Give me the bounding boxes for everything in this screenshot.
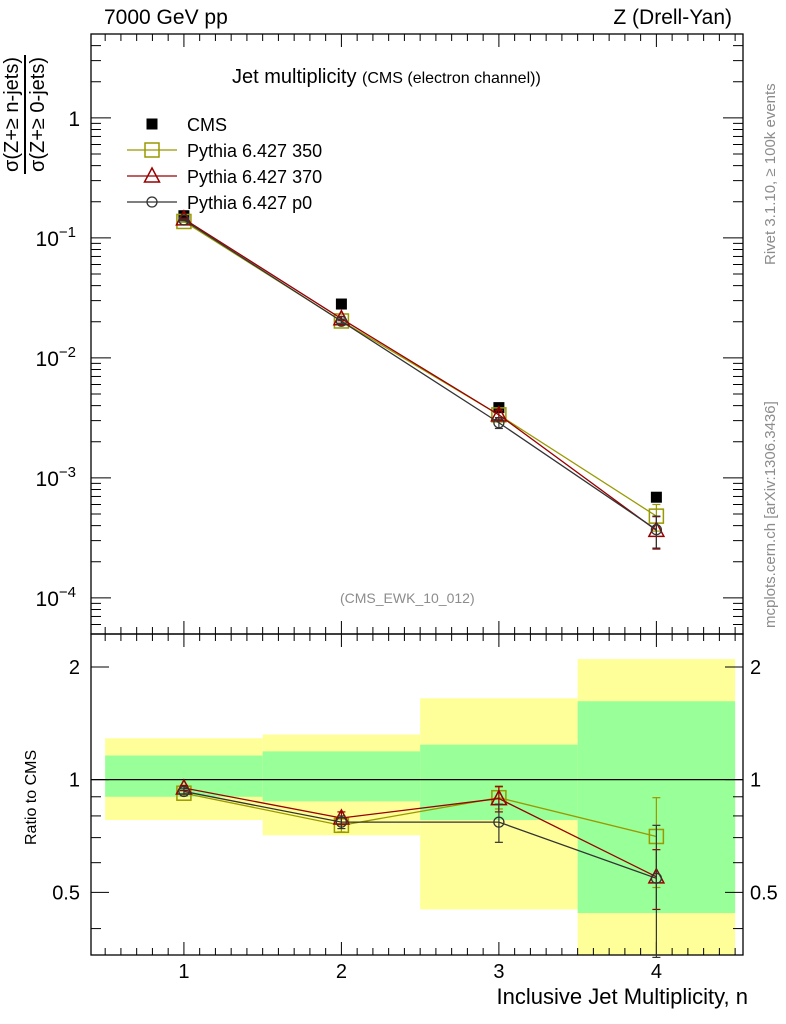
ratio-circle-open-2-point bbox=[335, 816, 348, 828]
ratio-y-tick-label-left: 1 bbox=[69, 770, 80, 792]
chart-title-sub: (CMS (electron channel)) bbox=[362, 70, 541, 87]
process-energy-label: 7000 GeV pp bbox=[104, 6, 228, 29]
ratio-square-open-0-line bbox=[183, 792, 657, 838]
x-tick-label-1: 1 bbox=[178, 961, 189, 983]
ratio-circle-open-2-line bbox=[183, 790, 657, 879]
ratio-y-tick-label-right: 1 bbox=[750, 770, 761, 792]
legend-marker-3 bbox=[146, 196, 158, 208]
main-square-filled-0-point bbox=[178, 210, 190, 222]
process-name-label: Z (Drell-Yan) bbox=[613, 6, 732, 29]
main-square-filled-0-point bbox=[650, 491, 662, 503]
main-y-tick-label: 10−3 bbox=[36, 464, 76, 491]
main-y-tick-label: 1 bbox=[68, 108, 80, 131]
legend-label-1: Pythia 6.427 350 bbox=[187, 141, 322, 161]
chart-title: Jet multiplicity (CMS (electron channel)… bbox=[232, 66, 541, 89]
main-square-open-1-point bbox=[333, 313, 350, 329]
main-circle-open-3-point bbox=[493, 417, 505, 429]
legend-label-3: Pythia 6.427 p0 bbox=[187, 193, 312, 213]
main-circle-open-3-line bbox=[183, 219, 657, 531]
legend-label-0: CMS bbox=[187, 115, 227, 135]
ratio-circle-open-2-point bbox=[493, 816, 505, 828]
ratio-y-tick-label-right: 2 bbox=[750, 657, 761, 679]
ratio-y-tick-label-left: 0.5 bbox=[52, 882, 80, 904]
legend-marker-0 bbox=[146, 118, 158, 130]
ratio-band-inner-2 bbox=[262, 751, 421, 802]
x-tick-label-3: 3 bbox=[493, 961, 504, 983]
ratio-y-tick-label-right: 0.5 bbox=[750, 882, 778, 904]
main-circle-open-3-point bbox=[178, 214, 190, 226]
ratio-panel-frame bbox=[90, 633, 744, 956]
main-y-tick-label: 10−2 bbox=[36, 344, 76, 371]
x-tick-label-4: 4 bbox=[651, 961, 662, 983]
main-triangle-open-2-line bbox=[183, 218, 657, 531]
main-circle-open-3-point bbox=[335, 315, 348, 327]
main-y-tick-label: 10−4 bbox=[36, 584, 76, 611]
ratio-circle-open-2-point bbox=[178, 785, 190, 798]
x-tick-label-2: 2 bbox=[336, 961, 347, 983]
ratio-triangle-open-1-line bbox=[183, 787, 657, 878]
legend-marker-2 bbox=[143, 166, 161, 183]
main-circle-open-3-point bbox=[650, 524, 663, 536]
analysis-id-label: (CMS_EWK_10_012) bbox=[340, 590, 475, 606]
legend-label-2: Pythia 6.427 370 bbox=[187, 167, 322, 187]
legend-marker-1 bbox=[144, 142, 160, 158]
ratio-y-tick-label-left: 2 bbox=[69, 657, 80, 679]
x-axis-label: Inclusive Jet Multiplicity, n bbox=[496, 984, 748, 1009]
chart-title-main: Jet multiplicity bbox=[232, 66, 357, 88]
ratio-circle-open-2-point bbox=[650, 872, 663, 884]
main-square-filled-0-point bbox=[335, 298, 347, 310]
main-y-tick-label: 10−1 bbox=[36, 224, 76, 251]
